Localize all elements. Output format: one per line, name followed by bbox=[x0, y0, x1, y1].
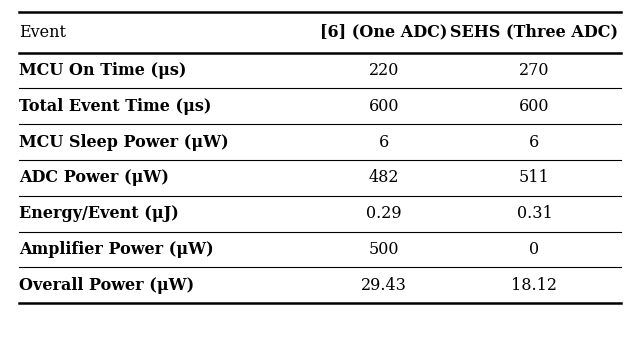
Text: 0.31: 0.31 bbox=[516, 205, 552, 222]
Text: 482: 482 bbox=[369, 169, 399, 186]
Text: 6: 6 bbox=[529, 133, 540, 151]
Text: 511: 511 bbox=[519, 169, 550, 186]
Text: 220: 220 bbox=[369, 62, 399, 79]
Text: Energy/Event (μJ): Energy/Event (μJ) bbox=[19, 205, 179, 222]
Text: 29.43: 29.43 bbox=[361, 277, 407, 294]
Text: MCU On Time (μs): MCU On Time (μs) bbox=[19, 62, 187, 79]
Text: Total Event Time (μs): Total Event Time (μs) bbox=[19, 98, 212, 115]
Text: Amplifier Power (μW): Amplifier Power (μW) bbox=[19, 241, 214, 258]
Text: ADC Power (μW): ADC Power (μW) bbox=[19, 169, 169, 186]
Text: 0: 0 bbox=[529, 241, 540, 258]
Text: 270: 270 bbox=[519, 62, 550, 79]
Text: SEHS (Three ADC): SEHS (Three ADC) bbox=[451, 24, 618, 41]
Text: 18.12: 18.12 bbox=[511, 277, 557, 294]
Text: 600: 600 bbox=[369, 98, 399, 115]
Text: 500: 500 bbox=[369, 241, 399, 258]
Text: Overall Power (μW): Overall Power (μW) bbox=[19, 277, 195, 294]
Text: 600: 600 bbox=[519, 98, 550, 115]
Text: 6: 6 bbox=[379, 133, 389, 151]
Text: MCU Sleep Power (μW): MCU Sleep Power (μW) bbox=[19, 133, 229, 151]
Text: [6] (One ADC): [6] (One ADC) bbox=[320, 24, 448, 41]
Text: Event: Event bbox=[19, 24, 66, 41]
Text: 0.29: 0.29 bbox=[366, 205, 402, 222]
